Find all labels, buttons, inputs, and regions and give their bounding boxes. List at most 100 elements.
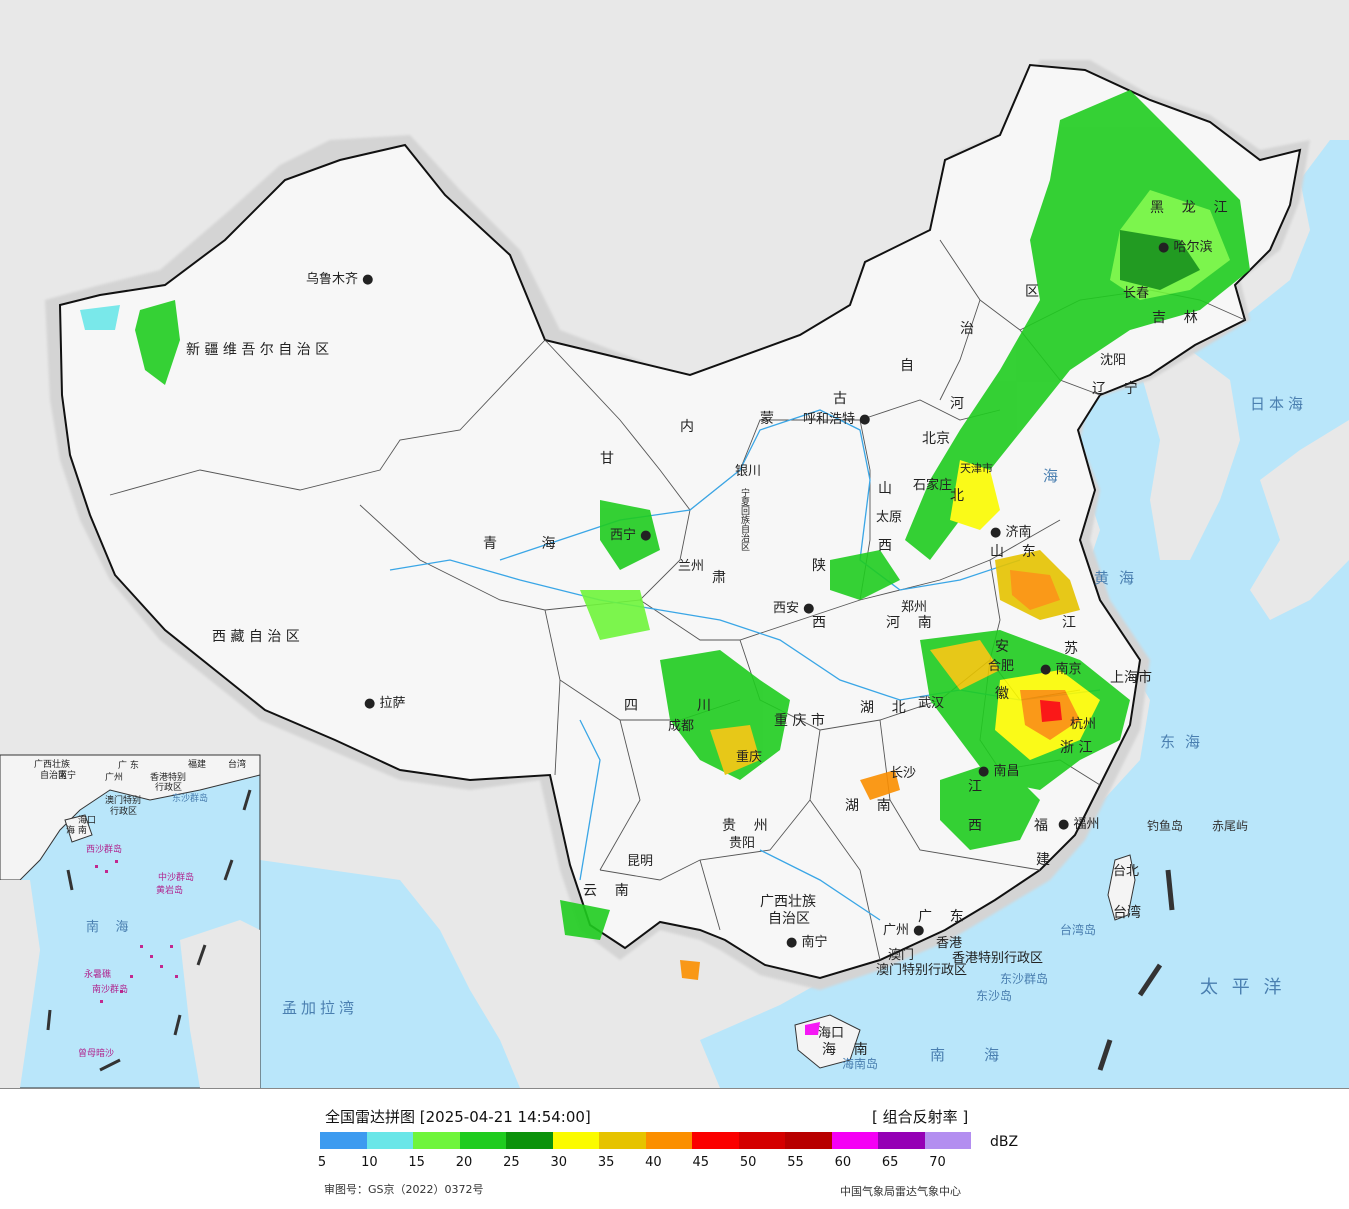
sea-label-mengjiala: 孟加拉湾 — [282, 999, 359, 1017]
province-label-jilin: 吉 林 — [1152, 310, 1198, 326]
radar-echoes — [80, 90, 1250, 1035]
city-hangzhou: 杭州 — [1070, 717, 1097, 732]
province-label-shaanxi-2: 西 — [812, 615, 826, 631]
sea-label-donghai: 东海 — [1160, 733, 1211, 751]
tick-label: 55 — [787, 1155, 804, 1170]
city-nanchang: ● 南昌 — [978, 764, 1020, 779]
tick-label: 60 — [834, 1155, 852, 1170]
province-label-gansu: 甘 — [600, 451, 614, 467]
province-label-shanxi-1: 山 — [878, 481, 892, 497]
province-label-shanxi-2: 西 — [878, 538, 892, 554]
province-label-anhui-1: 安 — [995, 639, 1009, 655]
color-swatch-2 — [366, 1132, 413, 1149]
province-label-beijing: 北京 — [922, 431, 950, 447]
color-swatch-11 — [785, 1132, 832, 1149]
province-label-yunnan: 云 南 — [583, 883, 629, 899]
island-label-taiwan: 台湾岛 — [1060, 923, 1097, 937]
province-label-jiangsu-1: 江 — [1062, 615, 1076, 631]
color-swatch-8 — [645, 1132, 692, 1149]
south-china-sea-inset — [0, 754, 261, 1088]
province-label-shanghai: 上海市 — [1110, 670, 1152, 686]
city-fuzhou: ● 福州 — [1058, 817, 1100, 832]
province-label-macau: 澳门特别行政区 — [876, 963, 968, 978]
color-swatch-5 — [506, 1132, 553, 1149]
island-label-diaoyu: 钓鱼岛 — [1147, 819, 1184, 833]
city-wuhan: 武汉 — [918, 696, 945, 711]
province-label-neimenggu-4: 自 — [900, 358, 914, 374]
province-label-neimenggu-6: 区 — [1025, 284, 1039, 300]
province-label-neimenggu-3: 古 — [833, 391, 847, 407]
province-label-jiangxi-1: 江 — [968, 779, 982, 795]
province-label-zhejiang: 浙 江 — [1060, 740, 1093, 756]
province-label-xinjiang: 新 疆 维 吾 尔 自 治 区 — [186, 342, 330, 358]
province-label-henan: 河 南 — [886, 615, 932, 631]
inset-label-huangyan: 黄岩岛 — [156, 886, 184, 896]
sea-label-riben: 日本海 — [1250, 395, 1308, 413]
province-label-hebei-2: 北 — [950, 488, 964, 504]
inset-label-nanhai: 南 海 — [86, 920, 129, 935]
province-label-neimenggu-5: 治 — [960, 321, 974, 337]
province-label-sichuan-1: 四 — [624, 698, 638, 714]
province-label-sichuan-2: 川 — [697, 698, 711, 714]
inset-label-yongshu: 永暑礁 — [84, 970, 112, 980]
city-nanjing: ● 南京 — [1040, 662, 1082, 677]
province-label-hainan: 海 南 — [822, 1042, 868, 1058]
island-label-hainan: 海南岛 — [842, 1057, 879, 1071]
color-swatch-10 — [738, 1132, 785, 1149]
legend-title: 全国雷达拼图 [2025-04-21 14:54:00] — [325, 1108, 591, 1126]
city-changsha: 长沙 — [890, 766, 917, 781]
tick-label: 65 — [881, 1155, 899, 1170]
tick-label: 40 — [645, 1155, 662, 1170]
ocean-bay-of-bengal — [260, 860, 520, 1088]
city-taibei: 台北 — [1113, 864, 1140, 879]
city-hefei: 合肥 — [988, 659, 1015, 674]
color-swatch-9 — [692, 1132, 739, 1149]
city-changchun: 长春 — [1123, 286, 1150, 301]
inset-label-taiwan: 台湾 — [228, 760, 247, 770]
province-label-hk: 香港特别行政区 — [952, 951, 1044, 966]
inset-label-macau: 澳门特别 — [105, 796, 142, 806]
color-swatch-3 — [413, 1132, 460, 1149]
province-label-shaanxi-1: 陕 — [812, 558, 826, 574]
province-label-guangxi-2: 自治区 — [768, 911, 810, 927]
inset-label-hk-2: 行政区 — [155, 783, 183, 793]
city-lhasa: ● 拉萨 — [364, 696, 406, 711]
tick-label: 30 — [550, 1155, 568, 1170]
color-swatch-12 — [831, 1132, 878, 1149]
province-label-ningxia: 宁夏回族自治区 — [739, 488, 749, 551]
inset-label-guangzhou: 广州 — [105, 773, 124, 783]
city-hohhot: 呼和浩特 ● — [803, 412, 871, 427]
sea-label-bohai: 海 — [1043, 467, 1063, 485]
island-label-dongsha-d: 东沙岛 — [976, 989, 1013, 1003]
tick-label: 45 — [692, 1155, 710, 1170]
inset-label-hainan: 海 南 — [66, 826, 87, 836]
inset-label-fujian: 福建 — [188, 760, 207, 770]
tick-label: 5 — [317, 1155, 327, 1170]
sea-label-huanghai: 黄海 — [1094, 569, 1145, 587]
province-label-liaoning: 辽 宁 — [1092, 381, 1138, 397]
province-label-neimenggu-1: 内 — [680, 419, 694, 435]
city-chengdu: 成都 — [668, 719, 695, 734]
city-shijiazhuang: 石家庄 — [913, 478, 953, 493]
province-label-hunan: 湖 南 — [845, 798, 891, 814]
dash-lines — [1097, 869, 1175, 1071]
data-source: 中国气象局雷达气象中心 — [840, 1185, 961, 1198]
city-urumqi: 乌鲁木齐 ● — [306, 272, 374, 287]
province-label-guangdong: 广 东 — [918, 909, 964, 925]
map-canvas — [0, 0, 1349, 1088]
city-nanning: ● 南宁 — [786, 935, 828, 950]
tick-label: 20 — [455, 1155, 473, 1170]
color-swatch-6 — [552, 1132, 599, 1149]
province-label-taiwan: 台湾 — [1113, 905, 1141, 921]
inset-label-zengmu: 曾母暗沙 — [78, 1049, 115, 1059]
city-guangzhou: 广州 ● — [883, 923, 925, 938]
city-shenyang: 沈阳 — [1100, 353, 1127, 368]
color-swatch-7 — [599, 1132, 646, 1149]
legend-product-type: [ 组合反射率 ] — [872, 1108, 969, 1126]
sea-label-taipingyang: 太 平 洋 — [1200, 977, 1286, 998]
province-label-anhui-2: 徽 — [995, 686, 1009, 702]
city-taiyuan: 太原 — [876, 510, 903, 525]
tick-label: 70 — [929, 1155, 946, 1170]
inset-label-nansha: 南沙群岛 — [92, 985, 129, 995]
inset-label-guangxi: 广西壮族 — [34, 760, 71, 770]
